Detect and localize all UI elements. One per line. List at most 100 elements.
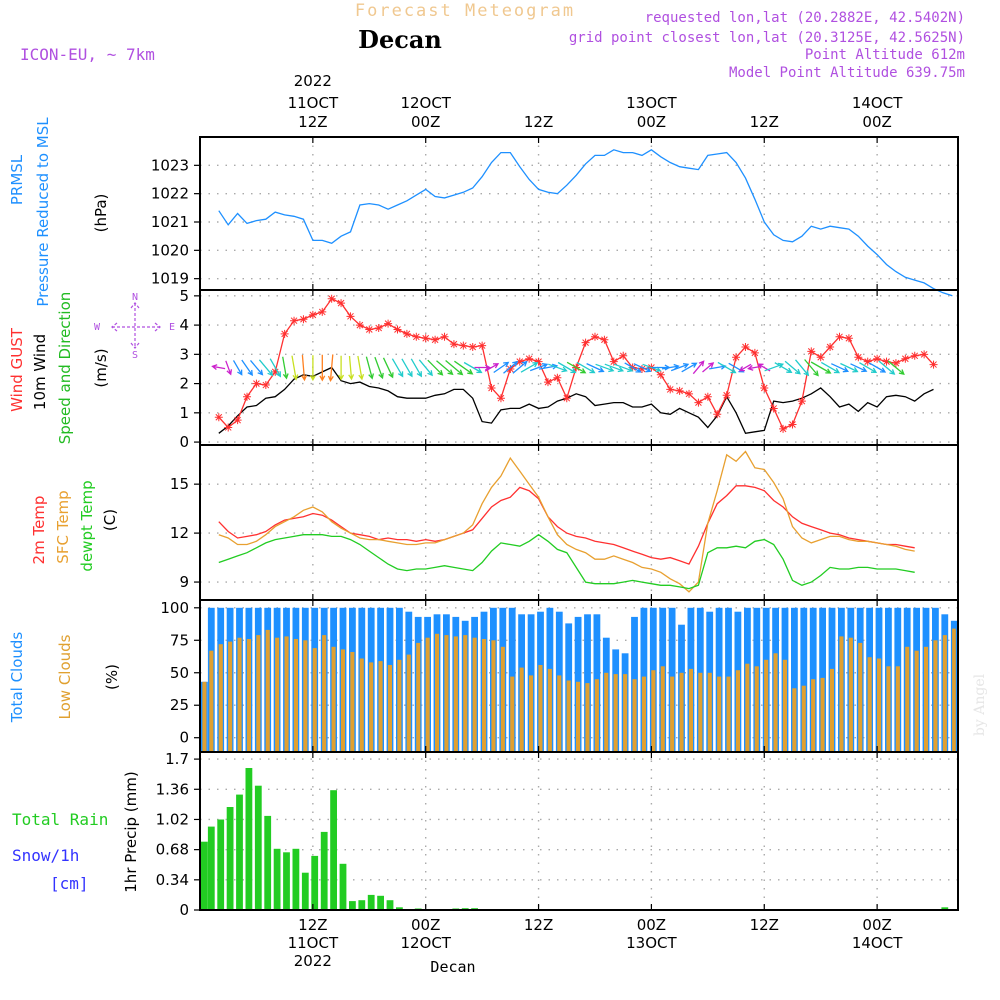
gust-marker — [703, 392, 712, 401]
wind-speed-line — [218, 366, 934, 435]
temp-sfc-line — [218, 450, 915, 593]
wind-arrow — [250, 359, 264, 376]
wind-arrow — [840, 362, 859, 373]
y-tick-label: 1020 — [151, 241, 189, 259]
low-cloud-bar — [670, 676, 675, 752]
y-tick-label: 1022 — [151, 185, 189, 203]
low-cloud-bar — [312, 648, 317, 752]
wind-arrow — [747, 364, 762, 371]
wind-arrow — [454, 360, 474, 375]
model-name: ICON-EU, ~ 7km — [20, 45, 155, 64]
low-cloud-bar — [293, 639, 298, 752]
gust-marker — [327, 294, 336, 303]
gust-marker — [318, 307, 327, 316]
gust-marker — [779, 424, 788, 433]
low-cloud-bar — [519, 667, 524, 752]
pressure-line — [218, 149, 953, 297]
rain-bar — [330, 790, 337, 910]
gust-marker — [252, 379, 261, 388]
low-cloud-bar — [202, 681, 207, 752]
y-tick-label: 12 — [170, 524, 189, 542]
low-cloud-bar — [651, 670, 656, 752]
wind-arrow — [365, 356, 375, 380]
time-label-top: 14OCT — [852, 94, 903, 112]
wind-arrow — [670, 363, 690, 372]
y-tick-label: 1023 — [151, 156, 189, 174]
low-cloud-bar — [256, 635, 261, 752]
gust-marker — [732, 353, 741, 362]
wind-arrow — [232, 360, 243, 376]
wind-arrow — [529, 363, 549, 372]
wind-arrow — [557, 361, 577, 374]
cloud-labels: Total Clouds Low Clouds (%) — [8, 632, 121, 724]
low-cloud-bar — [764, 659, 769, 752]
rain-bar — [236, 794, 243, 910]
grid-layer — [200, 137, 958, 911]
low-cloud-bar — [275, 637, 280, 752]
wind-arrow — [702, 362, 715, 373]
wind-arrow — [633, 363, 652, 373]
wind-arrow — [484, 363, 500, 372]
low-cloud-bar — [952, 628, 956, 752]
low-cloud-bar — [829, 668, 834, 752]
pressure-label-1: PRMSL — [8, 154, 26, 205]
low-cloud-bar — [538, 665, 543, 752]
wind-arrow — [548, 363, 568, 373]
gust-marker — [346, 312, 355, 321]
rain-bar — [273, 848, 281, 910]
location-title: Decan — [358, 25, 442, 54]
y-tick-label: 1019 — [151, 270, 189, 288]
time-label-top: 13OCT — [626, 94, 677, 112]
gust-marker — [412, 332, 421, 341]
compass-north: N — [132, 292, 138, 303]
rain-bar — [377, 895, 384, 910]
low-cloud-bar — [218, 644, 223, 752]
gust-marker — [619, 351, 628, 360]
wind-arrow — [595, 363, 615, 373]
time-label-top: 2022 — [294, 72, 332, 90]
gust-marker — [920, 350, 929, 359]
rain-bar — [358, 900, 366, 910]
wind-arrow — [382, 357, 394, 379]
low-cloud-bar — [557, 675, 562, 752]
gust-marker — [468, 343, 477, 352]
low-cloud-bar — [914, 650, 919, 752]
low-cloud-bar — [387, 665, 392, 752]
low-cloud-bar — [397, 659, 402, 752]
low-cloud-bar — [331, 646, 336, 752]
rain-bar — [349, 901, 356, 910]
gust-marker — [769, 404, 778, 413]
wind-label-2: 10m Wind — [31, 334, 49, 410]
time-label-bottom: 14OCT — [852, 934, 903, 952]
compass-south: S — [132, 350, 138, 361]
gust-marker — [440, 332, 449, 341]
data-layer — [201, 150, 957, 910]
low-cloud-bar — [688, 668, 693, 752]
low-cloud-bar — [547, 668, 552, 752]
low-cloud-bar — [359, 658, 364, 752]
low-cloud-bar — [698, 672, 703, 752]
wind-arrow — [291, 355, 299, 381]
wind-arrow — [463, 361, 483, 374]
total-cloud-bar — [800, 607, 808, 752]
requested-coords: requested lon,lat (20.2882E, 42.5402N) — [645, 10, 965, 26]
y-tick-label: 4 — [179, 316, 189, 334]
cloud-label-2: Low Clouds — [56, 634, 74, 719]
pressure-frame — [199, 136, 959, 291]
footer-location: Decan — [430, 958, 475, 976]
compass-rose: N S W E — [94, 292, 175, 361]
time-label-bottom: 13OCT — [626, 934, 677, 952]
gust-marker — [901, 354, 910, 363]
gust-marker — [835, 332, 844, 341]
gridpoint-coords: grid point closest lon,lat (20.3125E, 42… — [569, 30, 965, 46]
gust-marker — [337, 299, 346, 308]
y-tick-label: 1 — [179, 404, 189, 422]
low-cloud-bar — [444, 635, 449, 752]
gust-marker — [280, 329, 289, 338]
low-cloud-bar — [858, 642, 863, 752]
low-cloud-bar — [340, 649, 345, 752]
wind-arrow — [319, 354, 326, 382]
low-cloud-bar — [576, 681, 581, 752]
rain-bar — [292, 848, 300, 910]
low-cloud-bar — [735, 670, 740, 752]
